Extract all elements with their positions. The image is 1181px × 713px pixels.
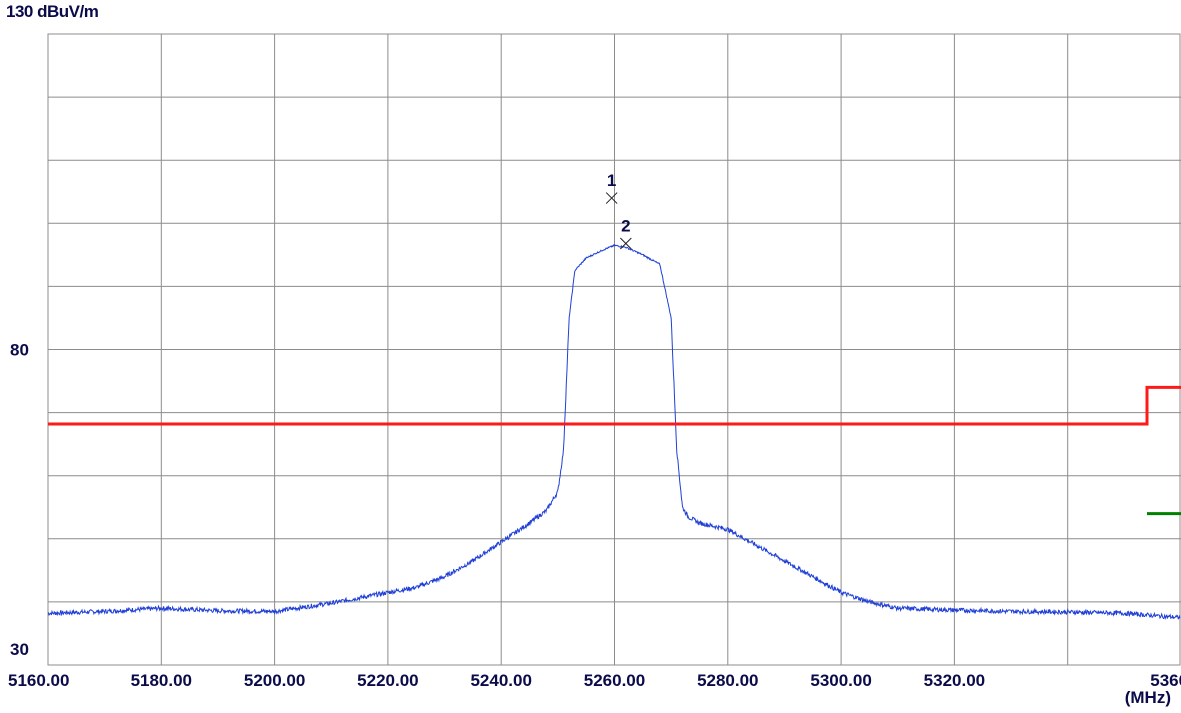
series-limit-line [48,385,1181,426]
x-tick-label: 5240.00 [470,671,531,690]
x-tick-label: 5260.00 [584,671,645,690]
grid [47,33,1181,666]
marker-1: 1 [605,171,618,204]
markers: 12 [605,171,632,250]
x-tick-label: 5200.00 [244,671,305,690]
tick-labels: 5160.00 5180.00 5200.00 5220.00 5240.00 5260.… [8,341,1181,691]
x-tick-label: 5360.00 [1150,671,1181,690]
x-tick-label: 5280.00 [697,671,758,690]
series-measurement-line [47,243,1181,621]
y-tick-label: 80 [10,341,29,360]
marker-2: 2 [619,216,632,250]
marker-label: 2 [621,216,630,235]
y-axis-top-label: 130 dBuV/m [6,2,99,21]
y-tick-label: 30 [10,640,29,659]
marker-cross [619,237,632,250]
x-tick-label: 5320.00 [924,671,985,690]
x-tick-label: 5220.00 [357,671,418,690]
x-tick-label: 5180.00 [131,671,192,690]
x-tick-label: 5160.00 [8,671,69,690]
x-tick-label: 5300.00 [810,671,871,690]
marker-label: 1 [607,171,616,190]
plot-lines [47,243,1181,621]
x-unit-label: (MHz) [1124,688,1171,707]
marker-cross [605,192,618,204]
